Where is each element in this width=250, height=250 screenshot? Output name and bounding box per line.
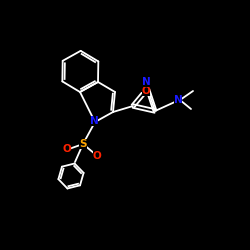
- Text: O: O: [62, 144, 72, 154]
- Text: O: O: [142, 86, 150, 96]
- Text: N: N: [142, 77, 150, 87]
- Text: S: S: [79, 139, 87, 149]
- Text: N: N: [174, 95, 182, 105]
- Text: O: O: [92, 151, 102, 161]
- Text: N: N: [90, 116, 98, 126]
